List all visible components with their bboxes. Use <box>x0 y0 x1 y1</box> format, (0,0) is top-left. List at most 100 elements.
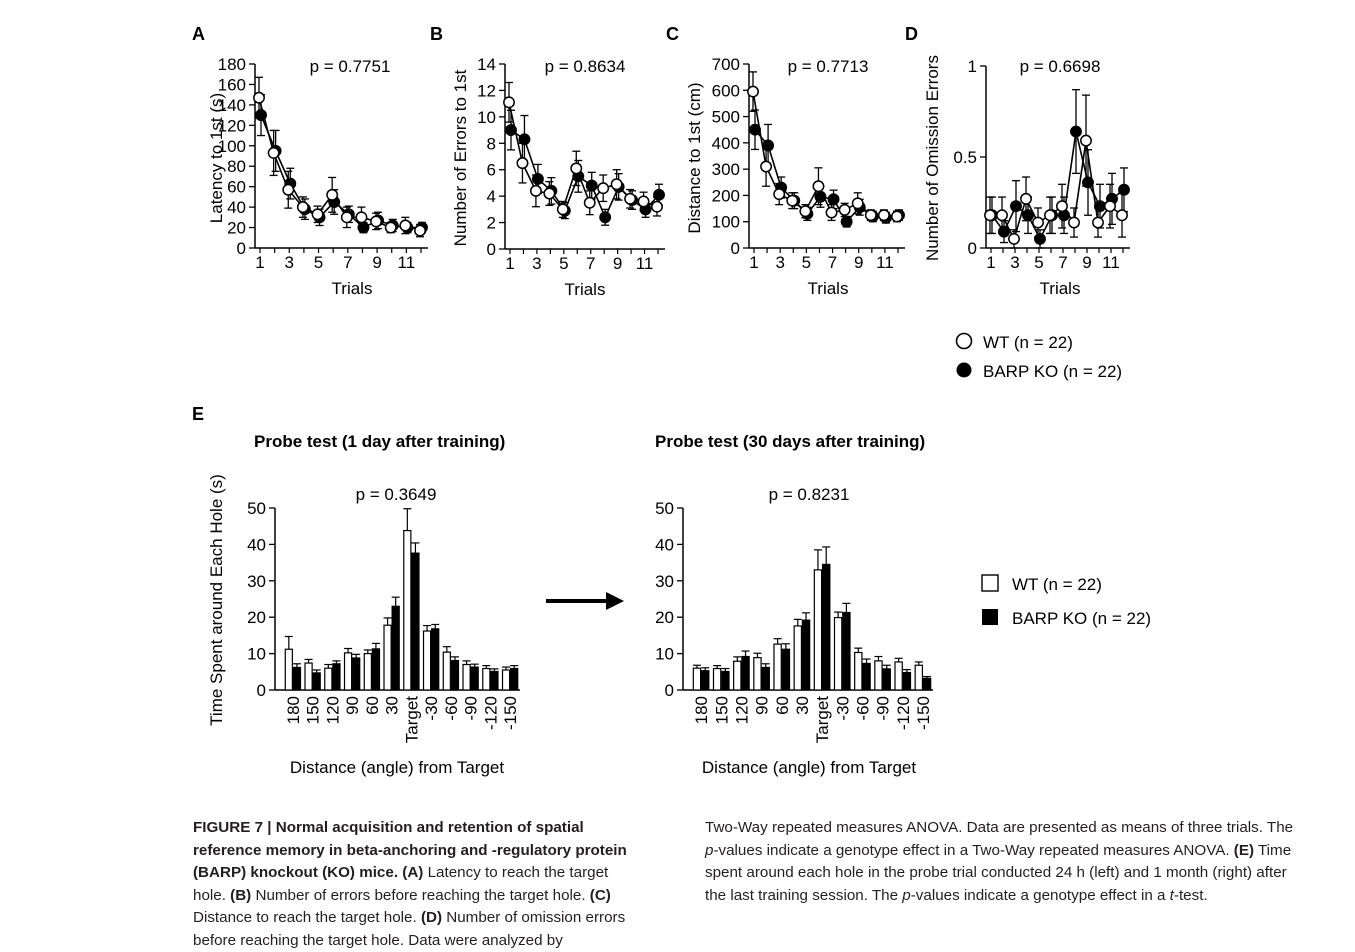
bar-barp-ko <box>882 668 891 691</box>
bar-barp-ko <box>761 666 770 691</box>
x-tick-label: 11 <box>636 254 654 273</box>
data-point <box>747 85 759 98</box>
y-tick-label: 2 <box>487 214 496 233</box>
caption-b-label: (B) <box>230 886 252 904</box>
legend-ko-marker <box>956 362 972 378</box>
caption-right-3: Time spent around each hole in the probe… <box>705 841 1292 904</box>
data-point <box>1032 216 1044 229</box>
y-tick-label: 50 <box>247 499 266 518</box>
bar-wt <box>324 667 333 691</box>
caption-t-italic: t <box>1169 886 1174 904</box>
bar-wt <box>874 660 883 691</box>
y-tick-label: 100 <box>218 137 246 156</box>
bar-barp-ko <box>470 666 479 691</box>
caption-p-italic-2: p <box>902 886 911 904</box>
caption-c-text: Distance to reach the target hole. <box>193 909 421 926</box>
bar-wt <box>422 630 432 691</box>
legend-ko-label: BARP KO (n = 22) <box>983 362 1122 381</box>
data-point <box>267 146 280 159</box>
bar-barp-ko <box>902 671 912 691</box>
bar-barp-ko <box>391 605 400 691</box>
legend-wt-bar-label: WT (n = 22) <box>1012 575 1102 594</box>
data-point <box>1080 134 1092 147</box>
data-point <box>384 221 397 234</box>
data-point <box>877 209 890 222</box>
caption-right-2: -values indicate a genotype effect in a … <box>713 841 1234 859</box>
x-tick-label: 9 <box>854 253 863 272</box>
data-point <box>773 188 786 201</box>
series-barp-ko <box>986 89 1130 249</box>
series-wt <box>253 76 426 238</box>
data-point <box>653 188 665 201</box>
data-point <box>599 211 612 224</box>
x-axis-label: Trials <box>1040 279 1081 298</box>
p-value-label: p = 0.8231 <box>769 485 850 504</box>
x-tick-label: 90 <box>753 696 772 715</box>
x-tick-label: 5 <box>802 253 811 272</box>
y-tick-label: 4 <box>487 187 496 206</box>
x-tick-label: -120 <box>894 696 913 730</box>
bar-barp-ko <box>821 563 831 691</box>
caption-right-1: Two-Way repeated measures ANOVA. Data ar… <box>705 819 1294 836</box>
y-tick-label: 30 <box>655 572 674 591</box>
series-wt <box>984 94 1128 249</box>
bar-barp-ko <box>292 666 302 691</box>
x-tick-label: 1 <box>505 254 514 273</box>
probe-test-30-title: Probe test (30 days after training) <box>655 432 925 451</box>
y-tick-label: 20 <box>655 608 674 627</box>
data-point <box>812 180 825 193</box>
x-axis-label: Trials <box>808 279 849 298</box>
x-tick-label: 7 <box>586 254 595 273</box>
data-point <box>370 215 383 228</box>
bar-wt <box>833 616 843 691</box>
series-wt <box>747 71 903 223</box>
panel-letter-b: B <box>430 24 443 44</box>
bar-barp-ko <box>781 648 791 691</box>
data-point <box>355 211 368 224</box>
line-legend: WT (n = 22) BARP KO (n = 22) <box>955 332 1122 381</box>
data-point <box>1104 200 1116 213</box>
data-point <box>1034 232 1046 245</box>
data-point <box>529 184 542 197</box>
x-tick-label: 5 <box>1034 253 1043 272</box>
bar-wt <box>482 667 491 691</box>
data-point <box>651 200 663 213</box>
legend-wt-marker <box>955 332 973 350</box>
y-tick-label: 0 <box>487 240 496 259</box>
data-point <box>851 197 864 210</box>
x-tick-label: 150 <box>304 696 323 724</box>
data-point <box>399 219 412 232</box>
p-value-label: p = 0.7751 <box>310 57 391 76</box>
bar-barp-ko <box>371 648 381 691</box>
y-tick-label: 10 <box>477 108 496 127</box>
x-tick-label: 150 <box>712 696 731 724</box>
arrow-icon <box>546 592 624 610</box>
y-tick-label: 400 <box>712 134 740 153</box>
data-point <box>838 203 851 216</box>
data-point <box>556 203 569 216</box>
panel-letter-a: A <box>192 24 205 44</box>
data-point <box>583 196 596 209</box>
data-point <box>825 206 838 219</box>
y-tick-label: 80 <box>227 157 246 176</box>
data-point <box>1070 125 1082 138</box>
p-value-label: p = 0.7713 <box>788 57 869 76</box>
x-tick-label: -90 <box>874 696 893 721</box>
series-barp-ko <box>255 94 428 234</box>
y-tick-label: 14 <box>477 55 496 74</box>
y-tick-label: 60 <box>227 178 246 197</box>
data-point <box>597 182 610 195</box>
bar-wt <box>284 648 293 691</box>
x-tick-label: -120 <box>481 696 500 730</box>
x-tick-label: 120 <box>732 696 751 724</box>
caption-right-4: -values indicate a genotype effect in a <box>910 886 1170 904</box>
bar-barp-ko <box>721 670 730 691</box>
y-tick-label: 40 <box>227 198 246 217</box>
data-point <box>570 162 583 175</box>
bar-barp-ko <box>741 655 750 691</box>
bar-legend: WT (n = 22) BARP KO (n = 22) <box>981 574 1151 628</box>
x-tick-label: -60 <box>442 696 461 721</box>
y-tick-label: 40 <box>247 535 266 554</box>
x-tick-label: -150 <box>914 696 933 730</box>
